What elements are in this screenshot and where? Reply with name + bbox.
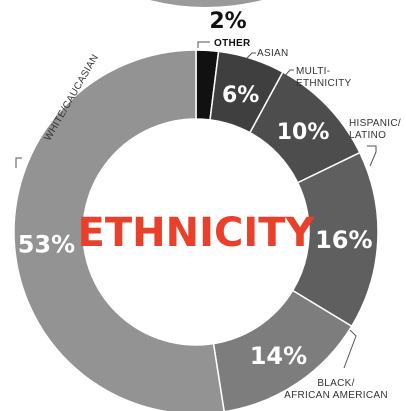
- leader-lines: [15, 41, 377, 369]
- donut-slices: [13, 49, 379, 411]
- percent-label-hispanic-latino: 16%: [315, 226, 372, 254]
- previous-chart-ring-edge: [150, 0, 262, 7]
- leader-white: [15, 157, 22, 168]
- slice-black-african-american: [212, 289, 353, 411]
- slice-white-caucasian: [13, 49, 225, 411]
- percent-label-asian: 6%: [222, 83, 259, 108]
- percent-label-white-caucasian: 53%: [18, 231, 75, 259]
- percent-label-multi-ethnicity: 10%: [277, 120, 330, 145]
- percent-label-other: 2%: [209, 9, 246, 34]
- category-label-multi-ethnicity: MULTI-ETHNICITY: [296, 66, 352, 89]
- leader-black: [343, 329, 357, 369]
- center-title: ETHNICITY: [78, 210, 316, 256]
- percent-labels: 2% 6% 10% 16% 14% 53%: [18, 9, 373, 370]
- percent-label-black-african-american: 14%: [250, 342, 307, 370]
- leader-hispanic: [367, 145, 377, 167]
- leader-asian: [246, 52, 256, 59]
- category-label-other: OTHER: [214, 38, 251, 49]
- category-label-black-african-american: BLACK/AFRICAN AMERICAN: [284, 378, 388, 401]
- leader-other: [197, 41, 210, 48]
- leader-multi: [281, 69, 294, 80]
- category-label-asian: ASIAN: [257, 48, 289, 59]
- category-label-hispanic-latino: HISPANIC/LATINO: [349, 118, 401, 141]
